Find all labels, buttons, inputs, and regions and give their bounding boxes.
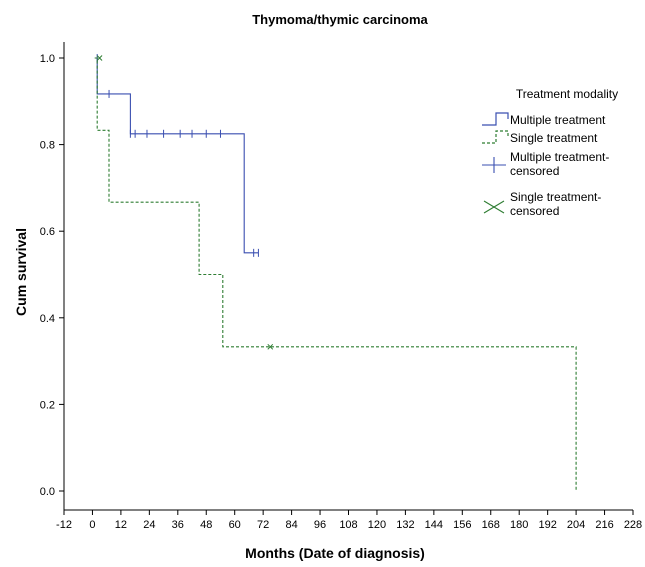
y-tick-label: 0.8: [40, 140, 55, 152]
legend-item: Multiple treatment-censored: [482, 150, 609, 178]
y-tick-label: 1.0: [40, 53, 55, 65]
y-axis-title: Cum survival: [13, 228, 29, 316]
legend-label: Single treatment-censored: [510, 190, 601, 218]
y-tick-label: 0.6: [40, 226, 55, 238]
y-tick-label: 0.2: [40, 399, 55, 411]
legend: Treatment modality Multiple treatment Sin…: [482, 87, 618, 218]
x-tick-label: 0: [89, 519, 95, 531]
x-tick-label: 72: [257, 519, 269, 531]
x-axis-title: Months (Date of diagnosis): [245, 545, 425, 561]
legend-item: Single treatment-censored: [483, 190, 601, 218]
legend-swatch-multiple: [482, 112, 509, 126]
legend-item: Single treatment: [482, 130, 598, 145]
censor-mark-single: [267, 343, 274, 350]
x-tick-label: -12: [56, 519, 72, 531]
x-tick-label: 168: [482, 519, 500, 531]
x-tick-label: 228: [624, 519, 642, 531]
plot-area: [94, 54, 577, 491]
x-tick-label: 156: [453, 519, 471, 531]
series-line-multiple-treatment: [94, 57, 259, 254]
legend-label: Single treatment: [510, 131, 598, 145]
legend-label: Multiple treatment: [510, 113, 606, 127]
legend-item: Multiple treatment: [482, 112, 606, 127]
legend-label: Multiple treatment-censored: [510, 150, 609, 178]
legend-swatch-single-censored: [483, 200, 505, 214]
series-line-single-treatment: [94, 57, 577, 491]
x-tick-label: 192: [538, 519, 556, 531]
x-tick-label: 24: [143, 519, 155, 531]
x-tick-label: 48: [200, 519, 212, 531]
x-tick-label: 12: [115, 519, 127, 531]
x-tick-label: 60: [229, 519, 241, 531]
legend-swatch-single: [482, 130, 509, 144]
x-tick-label: 204: [567, 519, 585, 531]
y-tick-label: 0.0: [40, 486, 55, 498]
y-axis: 0.0 0.2 0.4 0.6 0.8 1.0: [40, 42, 65, 510]
y-tick-label: 0.4: [40, 313, 55, 325]
legend-swatch-multiple-censored: [482, 157, 506, 173]
x-tick-label: 144: [425, 519, 443, 531]
x-tick-label: 108: [339, 519, 357, 531]
chart-title: Thymoma/thymic carcinoma: [252, 12, 428, 27]
x-tick-label: 96: [314, 519, 326, 531]
x-tick-label: 36: [172, 519, 184, 531]
censor-mark-single: [96, 55, 103, 61]
x-tick-label: 84: [285, 519, 297, 531]
x-tick-label: 132: [396, 519, 414, 531]
x-tick-label: 180: [510, 519, 528, 531]
x-axis: -12 0 12 24 36 48 60 72 84 96 108 120 132 144 156 168 18…: [56, 509, 642, 531]
x-tick-label: 216: [595, 519, 613, 531]
x-tick-label: 120: [368, 519, 386, 531]
legend-title: Treatment modality: [516, 87, 618, 101]
